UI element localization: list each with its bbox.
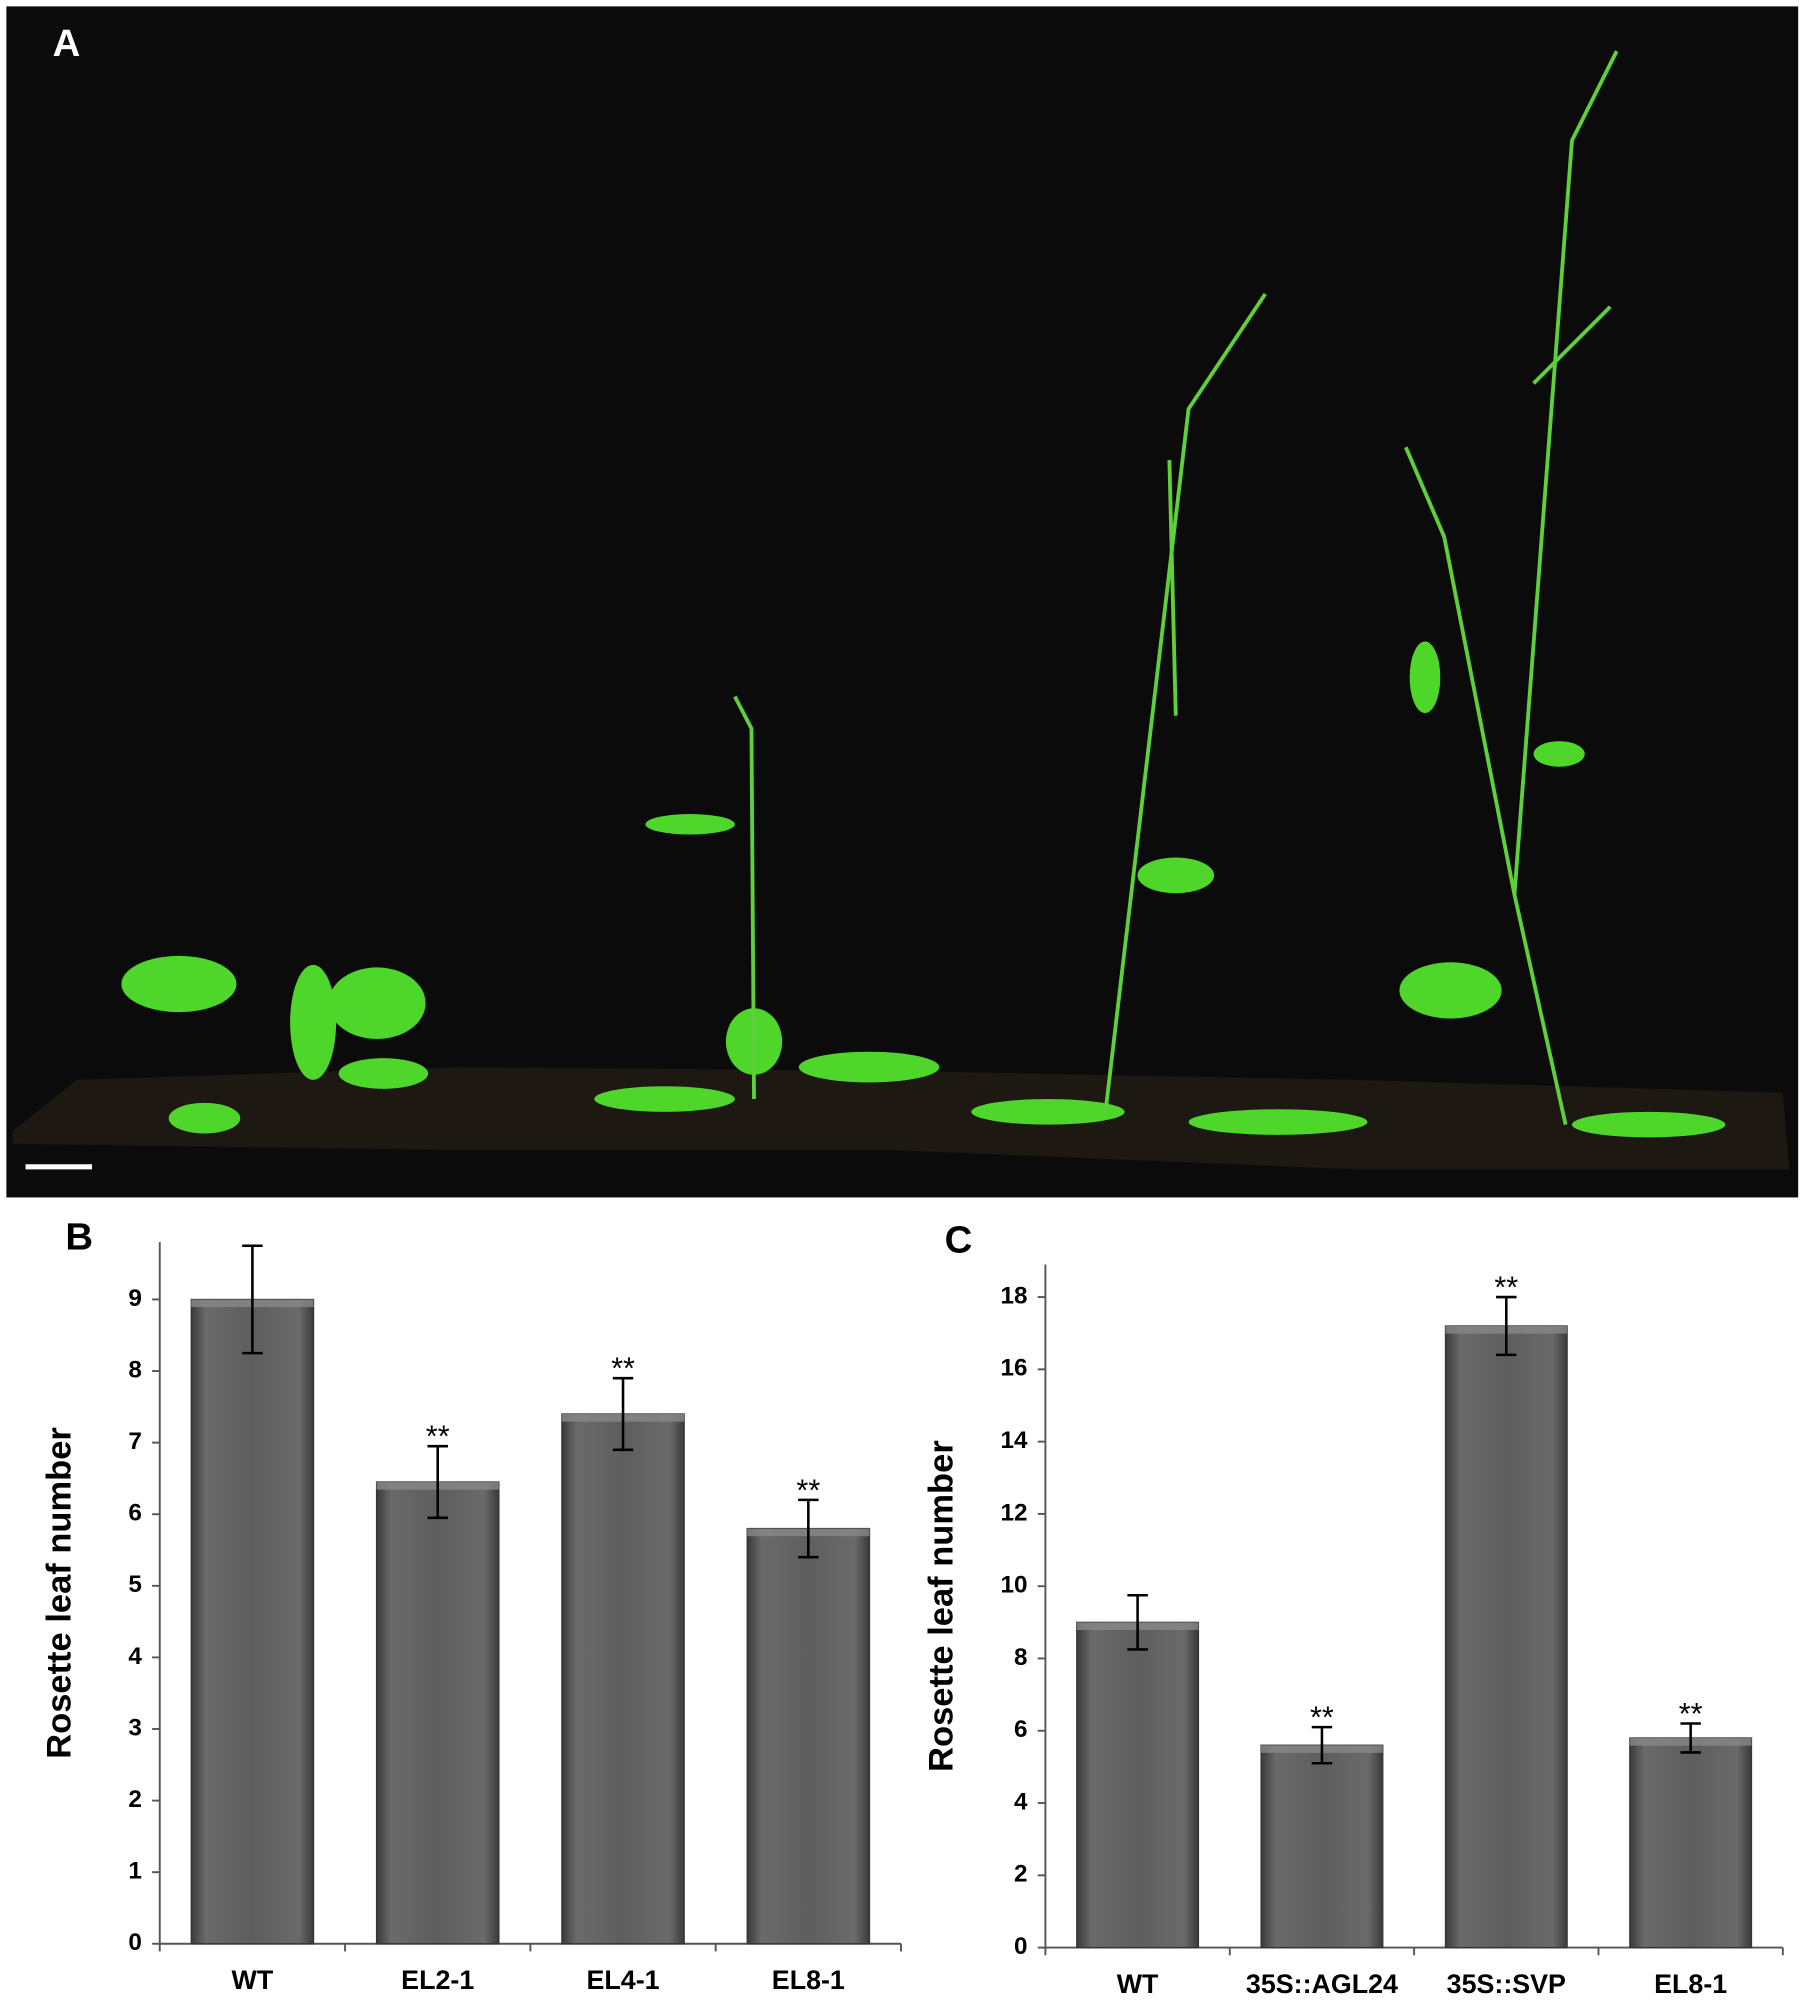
stems [733, 50, 1619, 1126]
error-bar [1496, 1295, 1517, 1357]
bar [375, 1481, 500, 1945]
significance-label: ** [426, 1420, 450, 1454]
y-axis-label: Rosette leaf number [922, 1440, 960, 1772]
panel-label: B [65, 1216, 93, 1259]
y-tick-label: 16 [1001, 1355, 1028, 1382]
y-tick-label: 10 [1001, 1572, 1028, 1599]
y-tick-label: 14 [1001, 1427, 1028, 1454]
y-tick-label: 6 [128, 1500, 142, 1527]
y-tick-label: 6 [1014, 1716, 1028, 1743]
panel-label: A [53, 22, 81, 65]
x-tick-label: EL4-1 [586, 1965, 659, 1995]
bar [190, 1298, 315, 1945]
y-tick-label: 8 [128, 1356, 142, 1383]
x-tick-label: WT [1117, 1969, 1159, 1999]
y-tick-label: 4 [128, 1643, 142, 1670]
y-tick-label: 0 [128, 1929, 142, 1956]
error-bar [427, 1444, 448, 1520]
bar [746, 1527, 871, 1945]
significance-label: ** [611, 1352, 635, 1386]
y-tick-label: 1 [128, 1858, 142, 1885]
y-tick-label: 18 [1001, 1282, 1028, 1309]
y-tick-label: 4 [1014, 1788, 1028, 1815]
x-tick-label: WT [232, 1965, 274, 1995]
photo-background [6, 6, 1799, 1198]
y-tick-label: 8 [1014, 1644, 1028, 1671]
y-tick-label: 0 [1014, 1933, 1028, 1960]
y-tick-label: 9 [128, 1285, 142, 1312]
soil-trays [12, 1067, 1790, 1170]
error-bar [1680, 1722, 1701, 1754]
photo-panel: A [6, 6, 1799, 1198]
significance-label: ** [1494, 1271, 1518, 1305]
plants [121, 641, 1726, 1138]
y-tick-label: 2 [128, 1786, 142, 1813]
bar [1260, 1744, 1384, 1949]
bar [561, 1413, 685, 1945]
x-tick-label: EL8-1 [1654, 1969, 1727, 1999]
significance-label: ** [1310, 1701, 1334, 1735]
error-bar [242, 1244, 263, 1355]
bar [1629, 1737, 1753, 1949]
y-tick-label: 3 [128, 1714, 142, 1741]
significance-label: ** [796, 1473, 820, 1507]
x-tick-label: 35S::SVP [1447, 1969, 1566, 1999]
y-tick-label: 7 [128, 1428, 142, 1455]
error-bar [1127, 1593, 1148, 1651]
x-tick-label: EL2-1 [401, 1965, 474, 1995]
y-axis-label: Rosette leaf number [40, 1427, 78, 1759]
significance-label: ** [1679, 1697, 1703, 1731]
bar [1444, 1325, 1568, 1949]
error-bar [798, 1498, 819, 1559]
x-tick-label: 35S::AGL24 [1246, 1969, 1398, 1999]
y-tick-label: 12 [1001, 1499, 1028, 1526]
error-bar [1311, 1725, 1333, 1765]
bar [1076, 1621, 1200, 1949]
y-tick-label: 5 [128, 1571, 142, 1598]
error-bar [612, 1376, 634, 1452]
panel-label: C [945, 1218, 973, 1261]
y-tick-label: 2 [1014, 1861, 1028, 1888]
x-tick-label: EL8-1 [772, 1965, 845, 1995]
